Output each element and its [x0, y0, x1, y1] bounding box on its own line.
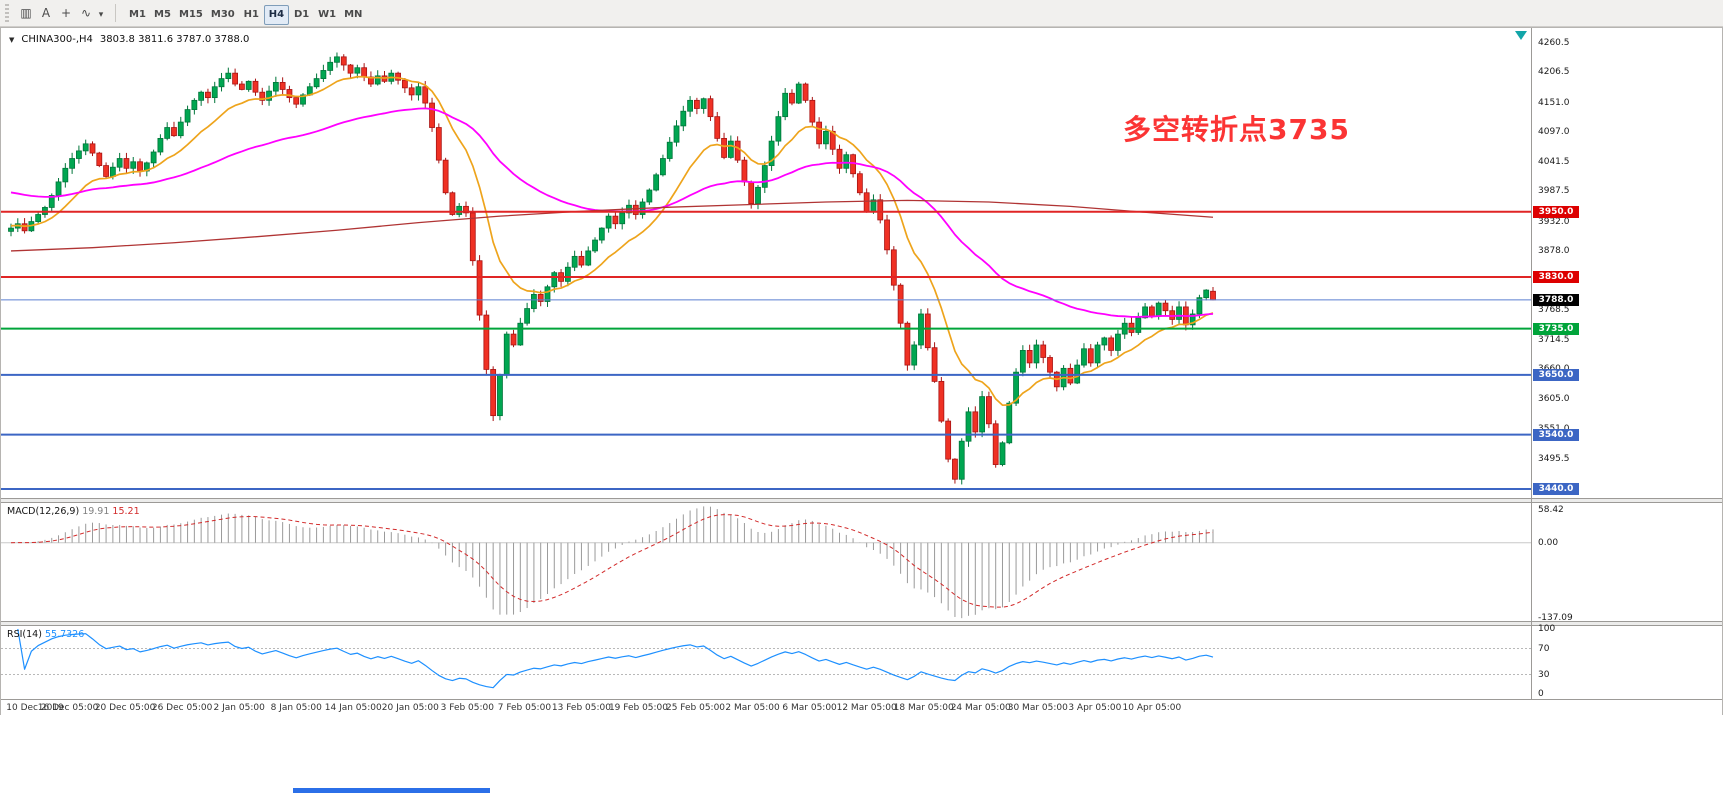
- timeframe-button-h4[interactable]: H4: [263, 4, 290, 25]
- time-axis-label: 2 Jan 05:00: [213, 703, 265, 713]
- toolbar: ▥ A + ∿ ▾ M1 M5 M15 M30 H1 H4 D1 W1 MN: [0, 0, 1723, 27]
- chart-title: ▼ CHINA300-,H4 3803.8 3811.6 3787.0 3788…: [9, 34, 249, 45]
- rsi-name: RSI(14): [7, 629, 42, 640]
- time-axis-label: 16 Dec 05:00: [37, 703, 99, 713]
- price-axis-label: 3878.0: [1538, 245, 1570, 256]
- price-axis-label: 3768.5: [1538, 305, 1570, 316]
- macd-histogram: [17, 506, 1214, 619]
- timeframe-button-m5[interactable]: M5: [154, 8, 171, 20]
- price-badge-3735.0: 3735.0: [1533, 322, 1579, 335]
- macd-name: MACD(12,26,9): [7, 506, 80, 517]
- time-axis-label: 3 Apr 05:00: [1068, 703, 1122, 713]
- price-axis-label: 3605.0: [1538, 394, 1570, 405]
- pane-separator-macd[interactable]: [1, 498, 1722, 503]
- time-axis-label: 7 Feb 05:00: [497, 703, 552, 713]
- symbol-dropdown-icon[interactable]: ▼: [9, 35, 15, 44]
- macd-axis-label: -137.09: [1538, 613, 1573, 624]
- indicators-icon[interactable]: ∿: [80, 5, 92, 20]
- macd-signal-line: [10, 514, 1214, 608]
- price-badge-3540.0: 3540.0: [1533, 428, 1579, 441]
- taskbar-fragment: [293, 788, 490, 793]
- timeframe-button-w1[interactable]: W1: [318, 8, 337, 20]
- timeframe-button-d1[interactable]: D1: [293, 8, 310, 20]
- price-axis-label: 3714.5: [1538, 334, 1570, 345]
- rsi-pane[interactable]: [1, 626, 1531, 699]
- rsi-value: 55.7326: [44, 629, 85, 640]
- price-axis-label: 3987.5: [1538, 186, 1570, 197]
- price-badge-3440.0: 3440.0: [1533, 483, 1579, 496]
- symbol-label: CHINA300-,H4: [21, 34, 93, 45]
- time-axis-label: 2 Mar 05:00: [725, 703, 780, 713]
- rsi-axis-label: 70: [1538, 643, 1550, 654]
- price-axis-label: 4041.5: [1538, 157, 1570, 168]
- time-axis-label: 24 Mar 05:00: [950, 703, 1011, 713]
- price-axis-label: 4260.5: [1538, 37, 1570, 48]
- price-axis[interactable]: 3950.0 3830.0 3788.0 3735.0 3650.0 3540.0 3440…: [1532, 28, 1720, 699]
- time-axis-label: 3 Feb 05:00: [440, 703, 495, 713]
- time-axis[interactable]: 10 Dec 2019 16 Dec 05:00 20 Dec 05:00 26 De…: [1, 699, 1722, 715]
- price-badge-3830.0: 3830.0: [1533, 271, 1579, 284]
- text-tool-icon[interactable]: A: [41, 5, 51, 20]
- time-axis-label: 26 Dec 05:00: [151, 703, 213, 713]
- toolbar-separator: [115, 4, 116, 22]
- time-axis-label: 19 Feb 05:00: [608, 703, 669, 713]
- toolbar-icons: ▥ A + ∿ ▾: [16, 2, 106, 25]
- rsi-label: RSI(14) 55.7326: [7, 629, 84, 640]
- time-axis-label: 20 Dec 05:00: [94, 703, 156, 713]
- macd-pane[interactable]: [1, 503, 1531, 621]
- macd-label: MACD(12,26,9) 19.91 15.21: [7, 506, 140, 517]
- rsi-axis-label: 100: [1538, 624, 1556, 634]
- time-axis-label: 18 Mar 05:00: [893, 703, 954, 713]
- price-axis-label: 4206.5: [1538, 67, 1570, 78]
- price-axis-label: 3495.5: [1538, 453, 1570, 464]
- axis-divider: [1531, 28, 1532, 699]
- time-axis-label: 20 Jan 05:00: [381, 703, 439, 713]
- timeframe-button-mn[interactable]: MN: [344, 8, 363, 20]
- price-axis-label: 3932.0: [1538, 216, 1570, 227]
- ohlc-values: 3803.8 3811.6 3787.0 3788.0: [99, 34, 250, 45]
- time-axis-label: 10 Dec 2019: [6, 703, 64, 713]
- macd-axis-label: 0.00: [1538, 537, 1559, 548]
- candlestick-series: [8, 52, 1216, 485]
- timeframe-button-m30[interactable]: M30: [210, 8, 235, 20]
- time-axis-label: 30 Mar 05:00: [1007, 703, 1068, 713]
- price-axis-label: 4097.0: [1538, 126, 1570, 137]
- rsi-axis-label: 0: [1538, 689, 1544, 699]
- timeframe-button-h1[interactable]: H1: [243, 8, 259, 20]
- time-axis-label: 12 Mar 05:00: [836, 703, 897, 713]
- price-badge-3950.0: 3950.0: [1533, 205, 1579, 218]
- rsi-line: [17, 628, 1214, 689]
- price-axis-label: 4151.0: [1538, 97, 1570, 108]
- time-axis-label: 13 Feb 05:00: [551, 703, 611, 713]
- timeframe-button-m1[interactable]: M1: [129, 8, 146, 20]
- macd-main-value: 19.91: [82, 506, 110, 517]
- time-axis-label: 6 Mar 05:00: [782, 703, 837, 713]
- crosshair-icon[interactable]: +: [60, 5, 72, 20]
- price-badge-3650.0: 3650.0: [1533, 368, 1579, 381]
- time-axis-label: 10 Apr 05:00: [1122, 703, 1182, 713]
- time-axis-label: 14 Jan 05:00: [324, 703, 382, 713]
- toolbar-grip[interactable]: [5, 4, 9, 22]
- time-axis-label: 8 Jan 05:00: [270, 703, 322, 713]
- timeframe-button-m15[interactable]: M15: [179, 8, 203, 20]
- price-badge-3788.0: 3788.0: [1533, 293, 1579, 306]
- chart-annotation[interactable]: 多空转折点3735: [1123, 113, 1350, 146]
- moving-average-fast: [10, 75, 1214, 407]
- time-axis-label: 25 Feb 05:00: [665, 703, 726, 713]
- macd-signal-value: 15.21: [112, 506, 140, 517]
- chart-shift-icon[interactable]: [1515, 31, 1527, 40]
- macd-axis-label: 58.42: [1538, 505, 1564, 516]
- chart-windows-icon[interactable]: ▥: [20, 5, 32, 20]
- bottom-strip: [0, 715, 1723, 793]
- chevron-down-icon[interactable]: ▾: [98, 9, 104, 20]
- main-chart-canvas[interactable]: [1, 30, 1531, 498]
- chart-window: ▼ CHINA300-,H4 3803.8 3811.6 3787.0 3788…: [0, 27, 1723, 715]
- pane-separator-rsi[interactable]: [1, 621, 1722, 626]
- timeframe-group: M1 M5 M15 M30 H1 H4 D1 W1 MN: [125, 2, 366, 25]
- moving-average-slow: [10, 199, 1214, 252]
- rsi-axis-label: 30: [1538, 669, 1550, 680]
